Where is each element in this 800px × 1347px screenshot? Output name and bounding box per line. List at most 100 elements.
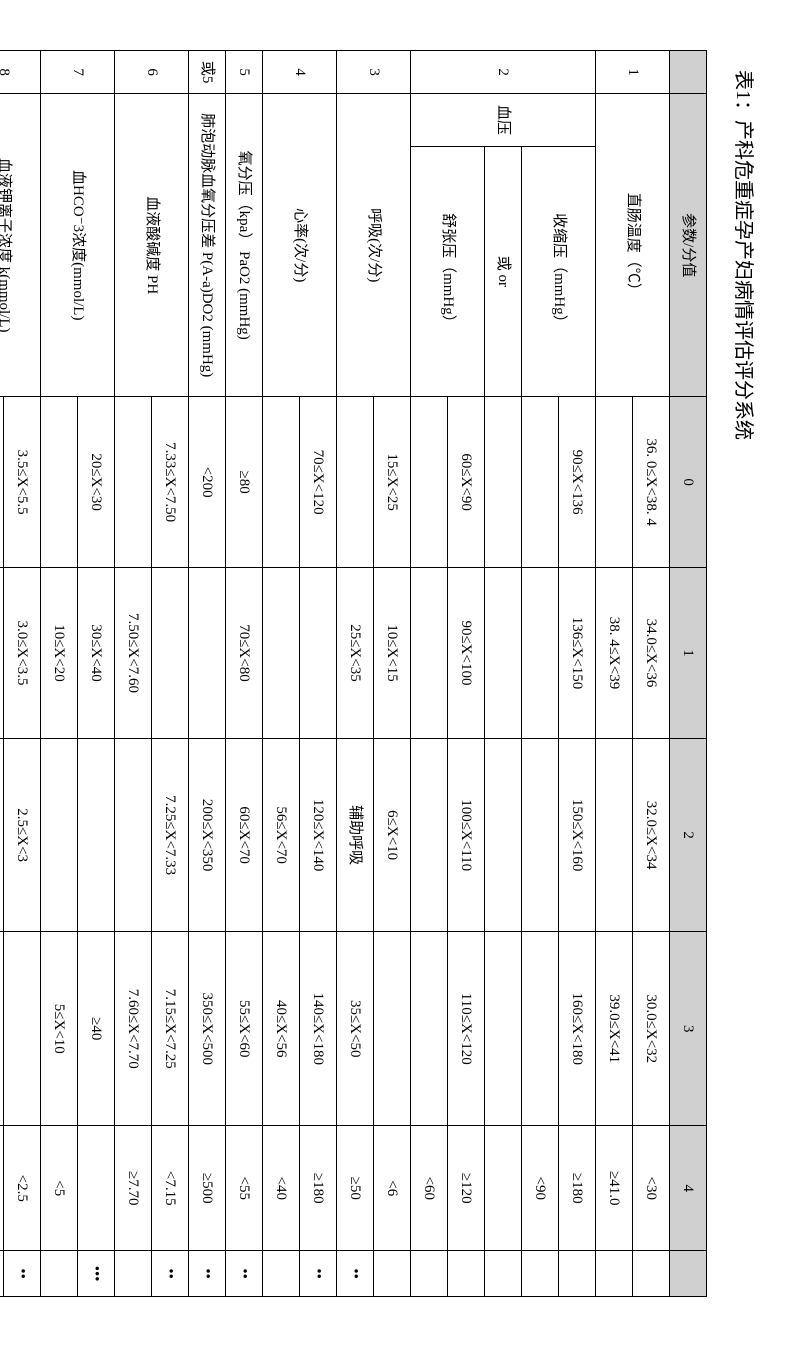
cell: 110≤X<120	[448, 932, 485, 1126]
cell: ••	[189, 1251, 226, 1297]
hdr-param: 参数/分值	[670, 94, 707, 397]
cell: 32.0≤X<34	[633, 738, 670, 932]
row-index: 1	[596, 51, 670, 94]
cell: ≥120	[448, 1126, 485, 1251]
row-label: 心率(次/分)	[263, 94, 337, 397]
cell: 7.33≤X<7.50	[152, 397, 189, 568]
cell: 136≤X<150	[559, 568, 596, 739]
row-index: 5	[226, 51, 263, 94]
table-row: 或5 肺泡动脉血氧分压差 P(A-a)DO2 (mmHg) <200 200≤X…	[189, 51, 226, 1297]
cell: ≥500	[189, 1126, 226, 1251]
cell	[337, 397, 374, 568]
table-row: 3 呼吸(次/分) 15≤X<25 10≤X<15 6≤X<10 <6	[374, 51, 411, 1297]
cell	[263, 397, 300, 568]
cell	[78, 738, 115, 932]
cell: <7.15	[152, 1126, 189, 1251]
cell: 38. 4≤X<39	[596, 568, 633, 739]
cell	[0, 397, 4, 568]
cell	[522, 397, 559, 568]
cell: 56≤X<70	[263, 738, 300, 932]
row-index: 8	[0, 51, 41, 94]
cell	[522, 932, 559, 1126]
cell: 39.0≤X<41	[596, 932, 633, 1126]
row-index: 或5	[189, 51, 226, 94]
row-label: 舒张压（mmHg）	[411, 146, 485, 397]
cell: 7.15≤X<7.25	[152, 932, 189, 1126]
cell: 90≤X<100	[448, 568, 485, 739]
hdr-4: 4	[670, 1126, 707, 1251]
cell: ≥41.0	[596, 1126, 633, 1251]
cell	[78, 1126, 115, 1251]
cell	[189, 568, 226, 739]
cell: <200	[189, 397, 226, 568]
row-label: 呼吸(次/分)	[337, 94, 411, 397]
row-label: 直肠温度（℃）	[596, 94, 670, 397]
table-row: 8 血液钾离子浓度 k(mmol/L) 3.5≤X<5.5 3.0≤X<3.5 …	[4, 51, 41, 1297]
cell	[152, 568, 189, 739]
cell: 36. 0≤X<38. 4	[633, 397, 670, 568]
cell	[115, 738, 152, 932]
cell	[485, 568, 522, 739]
hdr-3: 3	[670, 932, 707, 1126]
cell	[485, 1251, 522, 1297]
hdr-1: 1	[670, 568, 707, 739]
scoring-table: 参数/分值 0 1 2 3 4 1 直肠温度（℃） 36. 0≤X<38. 4 …	[0, 50, 707, 1297]
cell: 10≤X<20	[41, 568, 78, 739]
hdr-0: 0	[670, 397, 707, 568]
cell: 5.5≤X<6	[0, 568, 4, 739]
cell	[41, 738, 78, 932]
cell: •••	[78, 1251, 115, 1297]
cell	[374, 1251, 411, 1297]
cell	[0, 1251, 4, 1297]
cell: 140≤X<180	[300, 932, 337, 1126]
cell: ••	[226, 1251, 263, 1297]
cell: 70≤X<120	[300, 397, 337, 568]
cell: 35≤X<50	[337, 932, 374, 1126]
cell: ≥80	[226, 397, 263, 568]
cell: 7.60≤X<7.70	[115, 932, 152, 1126]
cell: 60≤X<90	[448, 397, 485, 568]
cell: ≥50	[337, 1126, 374, 1251]
hdr-5	[670, 1251, 707, 1297]
cell	[485, 932, 522, 1126]
cell: 150≤X<160	[559, 738, 596, 932]
cell: ≥180	[559, 1126, 596, 1251]
cell: 30≤X<40	[78, 568, 115, 739]
cell: ••	[300, 1251, 337, 1297]
cell: 55≤X<60	[226, 932, 263, 1126]
cell	[596, 738, 633, 932]
cell: 辅助呼吸	[337, 738, 374, 932]
cell: 70≤X<80	[226, 568, 263, 739]
cell	[522, 1251, 559, 1297]
cell: <30	[633, 1126, 670, 1251]
row-label: 血液酸碱度 PH	[115, 94, 189, 397]
bp-label: 血压	[411, 94, 596, 146]
cell: 3.0≤X<3.5	[4, 568, 41, 739]
cell: <60	[411, 1126, 448, 1251]
cell: 3.5≤X<5.5	[4, 397, 41, 568]
hdr-blank	[670, 51, 707, 94]
row-label: 血液钾离子浓度 k(mmol/L)	[0, 94, 41, 397]
table-row: 7 血HCO⁻3浓度(mmol/L) 20≤X<30 30≤X<40 ≥40 •…	[78, 51, 115, 1297]
cell: ••	[152, 1251, 189, 1297]
cell: 15≤X<25	[374, 397, 411, 568]
row-index: 7	[41, 51, 115, 94]
table-header-row: 参数/分值 0 1 2 3 4	[670, 51, 707, 1297]
cell	[596, 1251, 633, 1297]
cell	[4, 932, 41, 1126]
cell: ≥40	[78, 932, 115, 1126]
row-label: 或 or	[485, 146, 522, 397]
cell: <5	[41, 1126, 78, 1251]
cell: 6. 0≤X<7	[0, 932, 4, 1126]
cell: 7.50≤X<7.60	[115, 568, 152, 739]
table-row: 5 氧分压（kpa） PaO2 (mmHg) ≥80 70≤X<80 60≤X<…	[226, 51, 263, 1297]
cell: 6≤X<10	[374, 738, 411, 932]
cell: ••	[337, 1251, 374, 1297]
row-label: 收缩压（mmHg）	[522, 146, 596, 397]
cell: 90≤X<136	[559, 397, 596, 568]
cell: 120≤X<140	[300, 738, 337, 932]
cell	[411, 932, 448, 1126]
cell	[411, 1251, 448, 1297]
cell: <2.5	[4, 1126, 41, 1251]
cell	[633, 1251, 670, 1297]
